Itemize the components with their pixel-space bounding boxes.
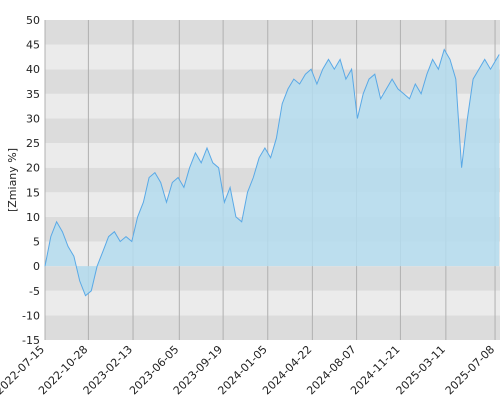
- y-tick-label: 30: [26, 112, 40, 125]
- y-tick-label: 40: [26, 63, 40, 76]
- x-tick-label: 2025-03-11: [394, 343, 448, 397]
- y-tick-label: 0: [33, 260, 40, 273]
- y-tick-label: -5: [29, 285, 40, 298]
- y-tick-label: 45: [26, 39, 40, 52]
- y-tick-label: 20: [26, 162, 40, 175]
- y-tick-label: 15: [26, 186, 40, 199]
- y-tick-label: 25: [26, 137, 40, 150]
- y-tick-label: -15: [22, 334, 40, 347]
- x-tick-label: 2025-07-08: [443, 343, 497, 397]
- band: [45, 20, 500, 45]
- y-axis-label: [Zmiany %]: [6, 148, 19, 212]
- band: [45, 44, 500, 70]
- area: [45, 49, 500, 296]
- y-tick-label: -10: [22, 309, 40, 322]
- y-tick-label: 35: [26, 88, 40, 101]
- band: [45, 266, 500, 291]
- band: [45, 290, 500, 316]
- line: [44, 48, 500, 297]
- band: [45, 315, 500, 340]
- y-tick-label: 5: [33, 236, 40, 249]
- y-tick-label: 10: [26, 211, 40, 224]
- y-tick-label: 50: [26, 14, 40, 27]
